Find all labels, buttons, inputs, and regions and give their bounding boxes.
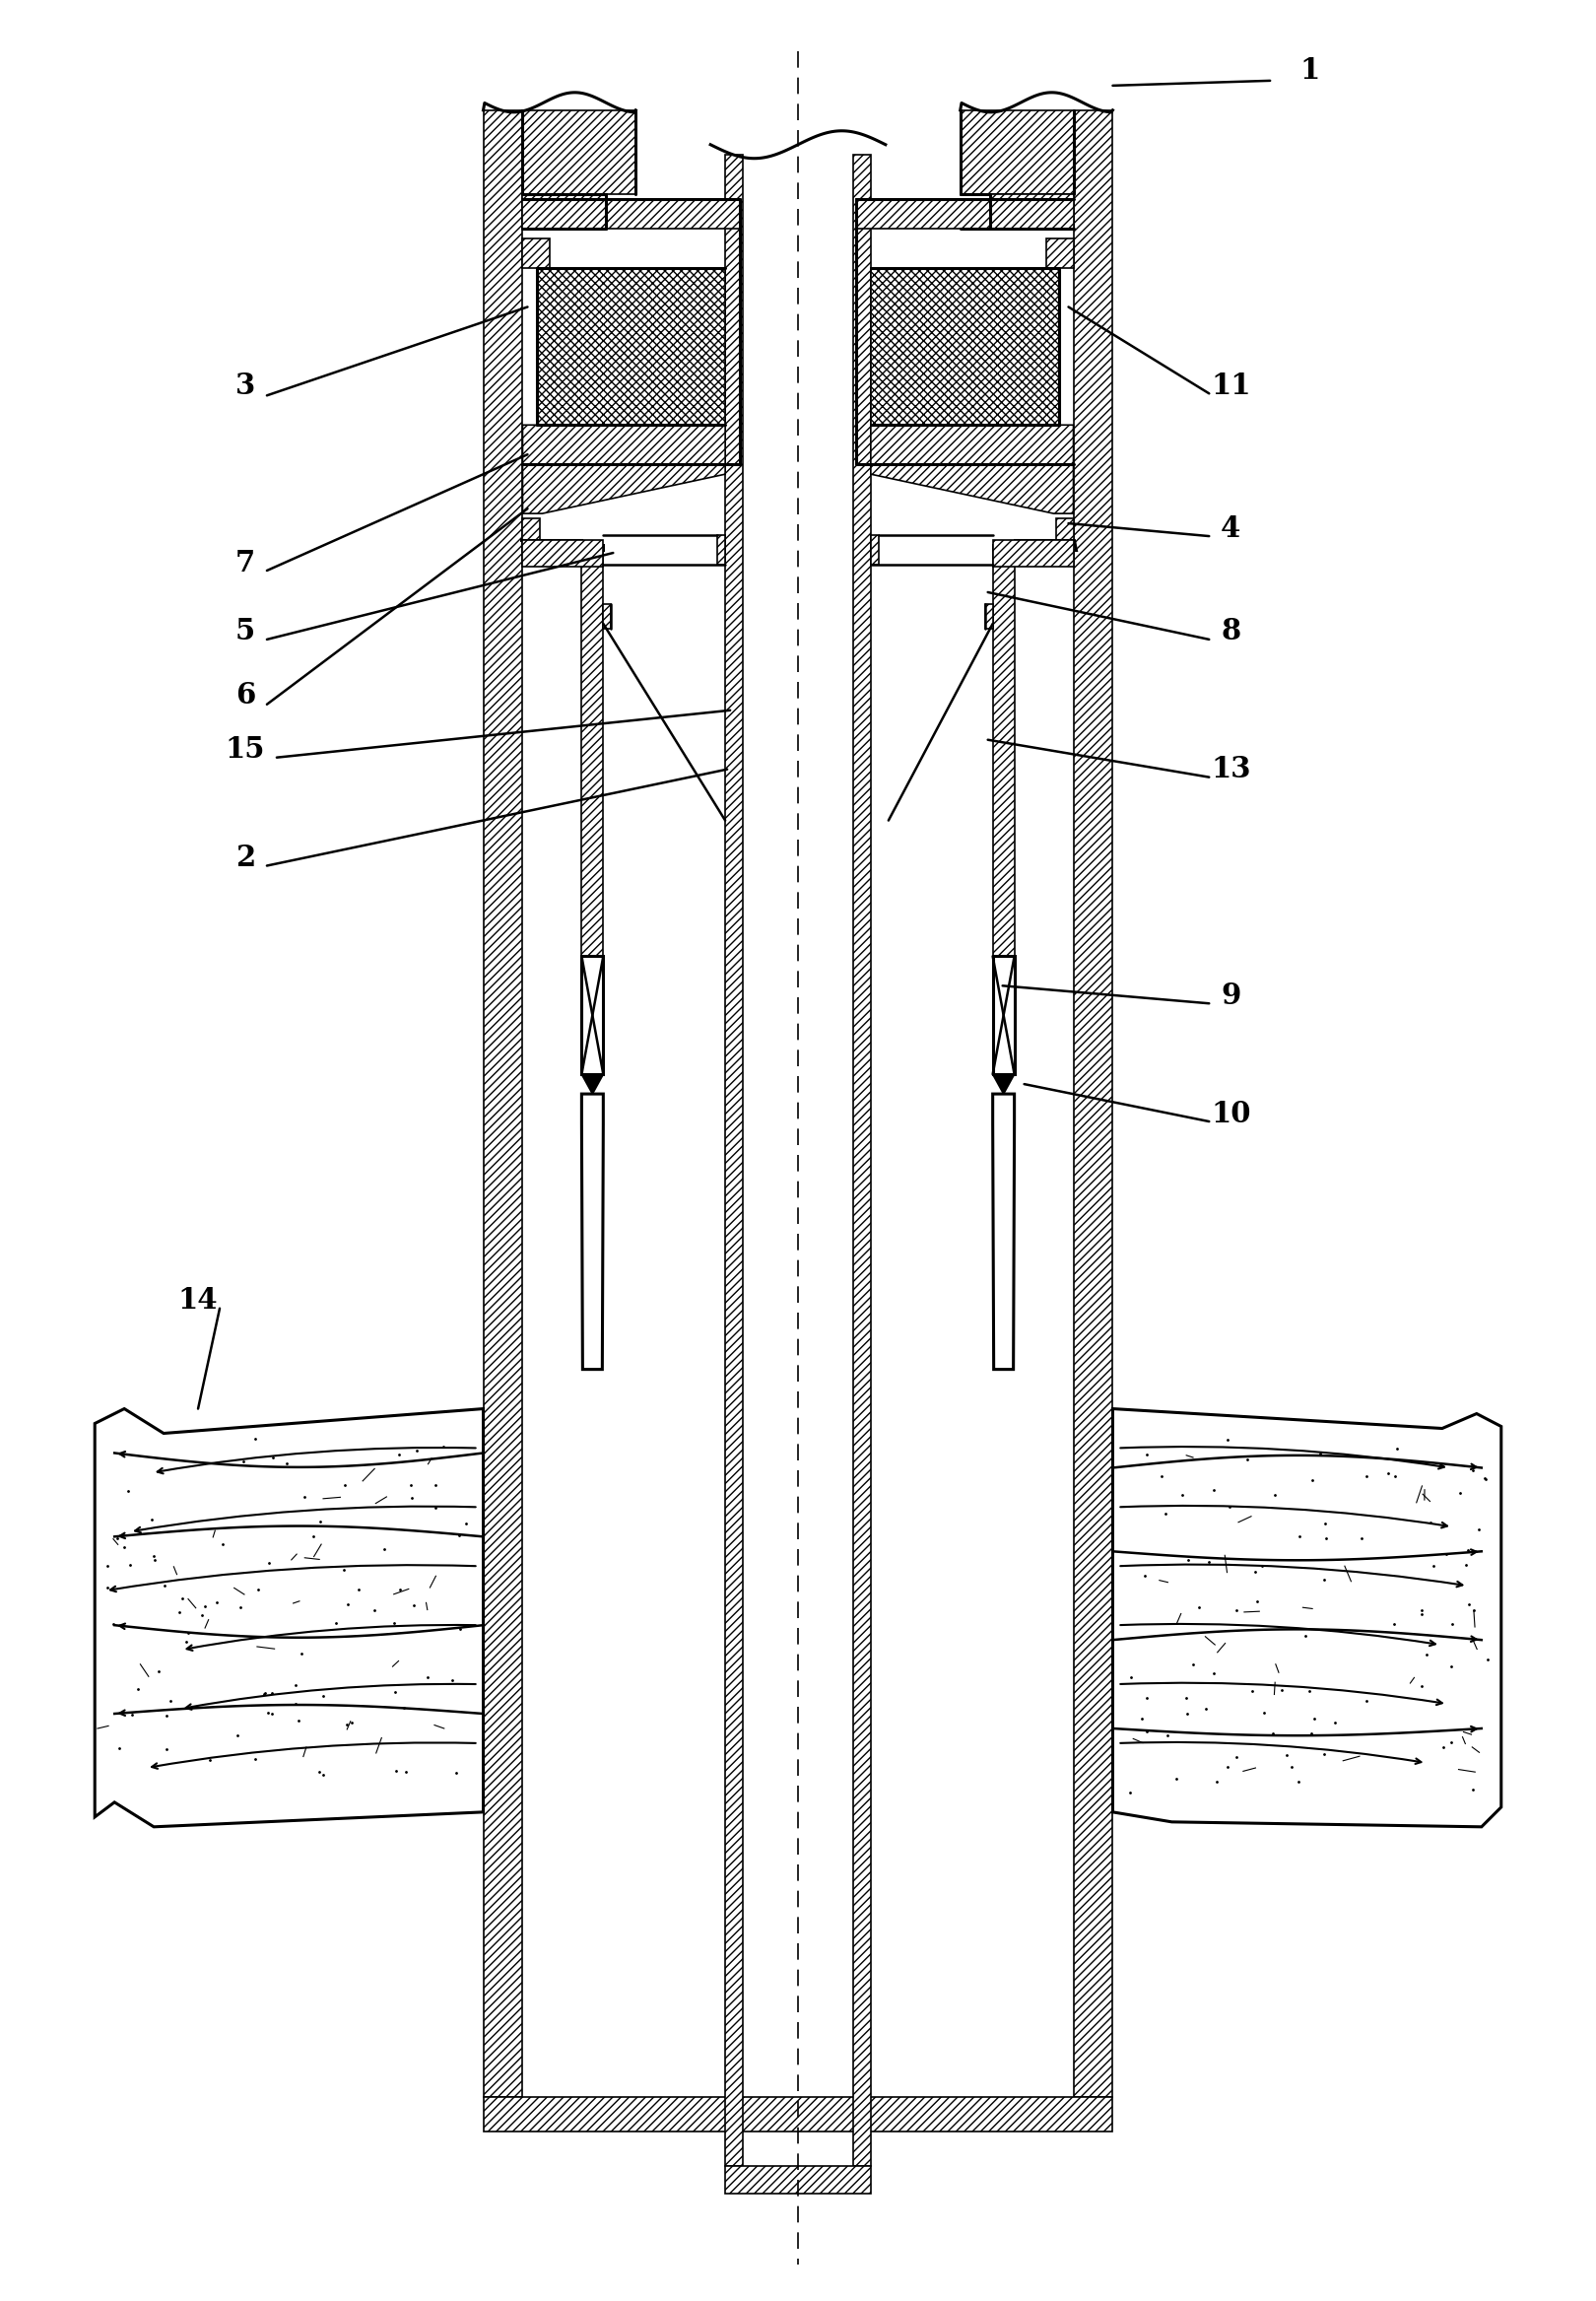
Polygon shape: [522, 518, 541, 541]
Bar: [484, 2096, 1112, 2131]
Polygon shape: [993, 1075, 1015, 1093]
Polygon shape: [871, 426, 1074, 513]
Text: 13: 13: [1211, 755, 1251, 785]
Bar: [522, 541, 603, 566]
Bar: [871, 267, 1058, 426]
Text: 5: 5: [235, 617, 255, 647]
Bar: [522, 198, 741, 228]
Bar: [522, 110, 1074, 2096]
Bar: [725, 2165, 871, 2193]
Bar: [522, 110, 635, 193]
Bar: [993, 545, 1015, 1075]
Text: 4: 4: [1221, 513, 1240, 543]
Polygon shape: [520, 541, 603, 550]
Bar: [985, 605, 993, 628]
Bar: [990, 193, 1074, 228]
Polygon shape: [1112, 1408, 1502, 1827]
Bar: [1074, 110, 1112, 2096]
Bar: [717, 536, 725, 564]
Text: 1: 1: [1299, 58, 1320, 85]
Bar: [855, 198, 1074, 228]
Bar: [742, 154, 854, 2165]
Bar: [871, 536, 879, 564]
Text: 10: 10: [1211, 1100, 1251, 1127]
Polygon shape: [993, 541, 1076, 550]
Bar: [522, 237, 551, 267]
Polygon shape: [94, 1408, 484, 1827]
Text: 14: 14: [179, 1286, 219, 1314]
Text: 2: 2: [235, 844, 255, 872]
Polygon shape: [993, 1093, 1015, 1369]
Bar: [961, 110, 1074, 193]
Text: 7: 7: [235, 548, 255, 578]
Polygon shape: [581, 1075, 603, 1093]
Polygon shape: [1055, 518, 1074, 541]
Text: 11: 11: [1211, 370, 1251, 400]
Bar: [1045, 237, 1074, 267]
Text: 3: 3: [235, 370, 255, 400]
Text: 8: 8: [1221, 617, 1240, 647]
Text: 6: 6: [235, 681, 255, 709]
Bar: [581, 957, 603, 1075]
Bar: [538, 267, 725, 426]
Polygon shape: [581, 1093, 603, 1369]
Bar: [993, 541, 1074, 566]
Bar: [993, 957, 1015, 1075]
Bar: [854, 154, 871, 2165]
Bar: [522, 193, 606, 228]
Bar: [581, 545, 603, 1075]
Text: 15: 15: [225, 736, 265, 764]
Text: 9: 9: [1221, 980, 1240, 1010]
Bar: [725, 154, 742, 2165]
Bar: [484, 110, 522, 2096]
Bar: [603, 605, 611, 628]
Polygon shape: [522, 426, 725, 513]
